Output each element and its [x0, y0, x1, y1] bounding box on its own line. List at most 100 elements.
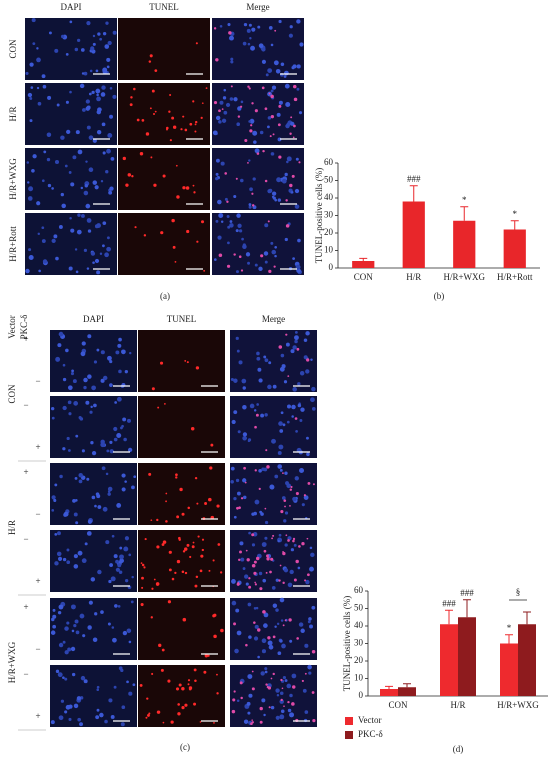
nucleus — [101, 122, 106, 127]
tunel-dot — [208, 497, 212, 502]
tunel-dot — [175, 476, 178, 479]
tunel-dot — [182, 617, 187, 622]
nucleus — [285, 481, 289, 486]
tunel-dot — [296, 637, 299, 640]
nucleus — [285, 123, 290, 129]
nucleus — [54, 48, 59, 53]
nucleus — [77, 717, 81, 722]
tunel-dot — [268, 92, 271, 95]
nucleus — [295, 157, 299, 161]
nucleus — [51, 416, 55, 420]
nucleus — [235, 478, 240, 483]
tunel-dot — [205, 87, 208, 89]
nucleus — [71, 369, 74, 373]
nucleus — [307, 664, 312, 670]
nucleus — [217, 235, 222, 240]
tunel-dot — [180, 128, 183, 131]
tunel-dot — [226, 264, 231, 268]
nucleus — [106, 236, 110, 240]
nucleus — [57, 672, 63, 678]
nucleus — [132, 683, 136, 687]
nucleus — [87, 625, 92, 630]
nucleus — [85, 99, 90, 104]
nucleus — [58, 225, 63, 229]
nucleus — [235, 608, 240, 613]
nucleus — [284, 471, 288, 475]
nucleus — [92, 180, 98, 185]
nucleus — [283, 519, 287, 523]
nucleus — [78, 416, 82, 420]
tunel-dot — [168, 550, 172, 554]
nucleus — [252, 177, 256, 181]
tunel-dot — [244, 481, 247, 484]
nucleus — [231, 419, 236, 425]
nucleus — [233, 378, 238, 383]
tunel-dot — [147, 713, 150, 717]
nucleus — [243, 495, 247, 500]
nucleus — [124, 536, 130, 541]
tunel-dot — [280, 510, 284, 514]
nucleus — [80, 675, 86, 681]
nucleus — [245, 582, 249, 586]
nucleus — [75, 434, 79, 438]
tunel-dot — [272, 635, 276, 639]
nucleus — [97, 505, 102, 509]
nucleus — [215, 219, 219, 223]
nucleus — [253, 636, 259, 641]
nucleus — [82, 108, 86, 112]
nucleus — [46, 157, 51, 162]
nucleus — [274, 474, 279, 479]
tunel-dot — [201, 538, 205, 541]
tunel-dot — [283, 499, 287, 502]
nucleus — [300, 407, 305, 412]
tunel-dot — [156, 518, 159, 522]
nucleus — [47, 183, 52, 188]
nucleus — [258, 468, 262, 473]
nucleus — [258, 571, 263, 576]
tunel-dot — [164, 403, 166, 405]
nucleus — [91, 385, 96, 391]
tunel-dot — [169, 139, 172, 142]
nucleus — [236, 491, 241, 496]
y-tick-label: 10 — [324, 245, 334, 255]
nucleus — [51, 495, 56, 500]
micrograph-bg — [138, 330, 225, 392]
tunel-dot — [134, 226, 137, 229]
tunel-dot — [175, 687, 180, 691]
nucleus — [96, 223, 101, 228]
panel-caption: (a) — [160, 291, 170, 301]
nucleus — [236, 630, 242, 636]
tunel-dot — [141, 586, 144, 589]
nucleus — [279, 714, 285, 720]
nucleus — [255, 606, 259, 610]
nucleus — [85, 400, 90, 405]
nucleus — [220, 220, 224, 223]
tunel-dot — [203, 670, 207, 674]
bar — [380, 689, 398, 696]
nucleus — [54, 159, 60, 164]
nucleus — [294, 335, 299, 341]
tunel-dot — [154, 110, 157, 113]
nucleus — [245, 252, 251, 257]
nucleus — [109, 360, 113, 364]
nucleus — [107, 486, 113, 492]
tunel-dot — [303, 494, 307, 497]
nucleus — [267, 68, 273, 73]
tunel-dot — [149, 107, 152, 110]
nucleus — [241, 378, 247, 384]
micrograph-bg — [138, 463, 225, 525]
nucleus — [289, 25, 293, 29]
x-tick-label: H/R+WXG — [443, 272, 485, 282]
micrograph — [118, 148, 210, 210]
nucleus — [270, 241, 274, 245]
bar — [440, 624, 458, 696]
nucleus — [87, 334, 92, 339]
nucleus — [235, 229, 239, 233]
tunel-dot — [264, 507, 267, 510]
nucleus — [271, 191, 277, 196]
nucleus — [37, 232, 41, 236]
nucleus — [36, 47, 39, 50]
tunel-dot — [193, 191, 196, 194]
tunel-dot — [187, 679, 191, 682]
nucleus — [92, 637, 98, 643]
